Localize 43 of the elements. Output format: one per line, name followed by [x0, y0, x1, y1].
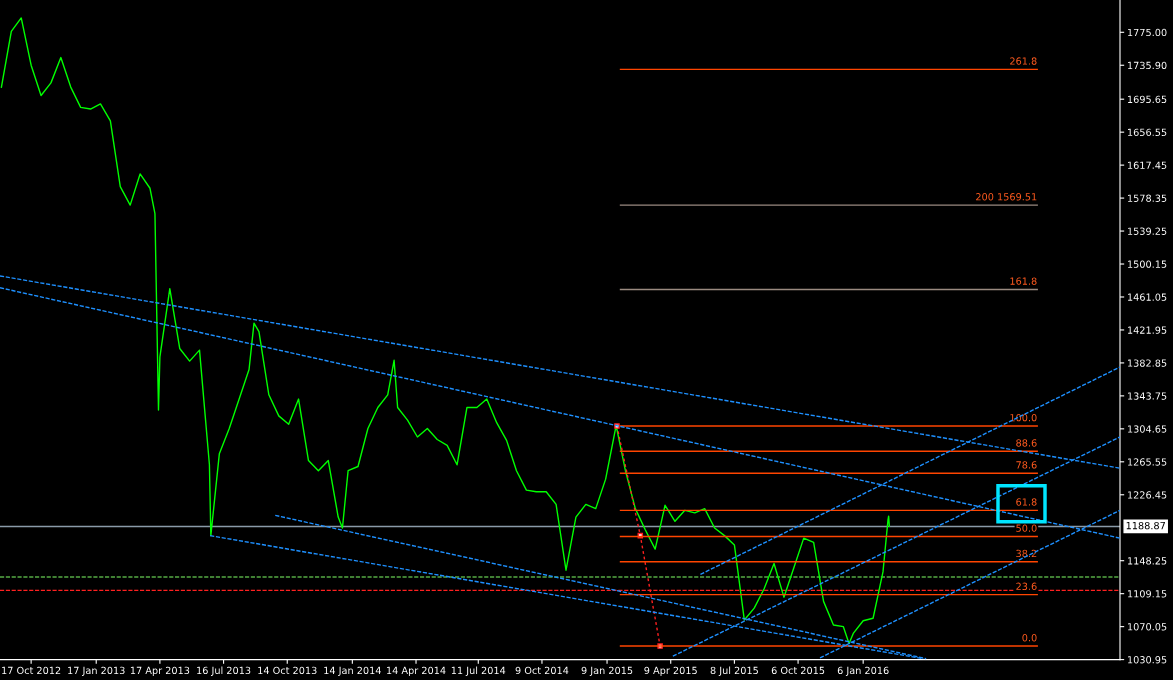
- y-tick-label: 1775.00: [1128, 28, 1167, 37]
- series-label: 78.6: [1016, 461, 1037, 469]
- y-tick-label: 1421.95: [1128, 326, 1167, 334]
- x-tick-label: 9 Oct 2014: [515, 666, 569, 675]
- y-tick-label: 1070.05: [1128, 623, 1167, 631]
- y-tick-label: 1617.45: [1128, 161, 1167, 169]
- x-tick-label: 11 Jul 2014: [451, 666, 506, 676]
- series-label: 23.6: [1016, 582, 1037, 590]
- y-tick-label: 1148.25: [1128, 557, 1167, 565]
- y-tick-label: 1500.15: [1128, 260, 1167, 268]
- x-tick-label: 17 Oct 2012: [2, 666, 61, 675]
- series-label: 50.0: [1016, 524, 1037, 532]
- y-tick-label: 1382.85: [1128, 359, 1167, 367]
- y-tick-label: 1539.25: [1128, 227, 1167, 235]
- series-label: 88.6: [1016, 439, 1037, 447]
- y-tick-label: 1226.45: [1128, 491, 1167, 499]
- x-tick-label: 8 Jul 2015: [710, 666, 758, 676]
- x-tick-label: 9 Apr 2015: [644, 666, 697, 676]
- y-tick-label: 1304.65: [1128, 425, 1167, 433]
- x-tick-label: 17 Jan 2013: [68, 666, 125, 676]
- y-tick-label: 1343.75: [1128, 392, 1167, 400]
- y-tick-label: 1461.05: [1128, 293, 1167, 301]
- series-label: 161.8: [1010, 277, 1037, 285]
- y-tick-label: 1656.55: [1128, 128, 1167, 136]
- y-tick-label: 1695.65: [1128, 95, 1167, 104]
- x-tick-label: 14 Oct 2013: [258, 666, 317, 675]
- x-tick-label: 6 Oct 2015: [771, 666, 825, 675]
- x-tick-label: 9 Jan 2015: [581, 666, 633, 676]
- y-tick-label: 1030.95: [1128, 656, 1167, 664]
- ref-line-label: 1188.87: [1126, 521, 1165, 530]
- x-tick-label: 14 Apr 2014: [387, 666, 446, 676]
- x-tick-label: 17 Apr 2013: [130, 666, 190, 676]
- series-label: 61.8: [1016, 498, 1037, 506]
- x-tick-label: 16 Jul 2013: [197, 666, 251, 676]
- y-tick-label: 1735.90: [1128, 61, 1167, 70]
- y-tick-label: 1265.55: [1128, 458, 1167, 466]
- series-label: 261.8: [1010, 57, 1037, 65]
- y-tick-label: 1109.15: [1128, 590, 1167, 598]
- x-tick-label: 14 Jan 2014: [324, 666, 381, 676]
- x-tick-label: 6 Jan 2016: [837, 666, 889, 676]
- series-label: 200 1569.51: [976, 193, 1037, 201]
- y-tick-label: 1578.35: [1128, 194, 1167, 202]
- series-label: 0.0: [1022, 634, 1037, 642]
